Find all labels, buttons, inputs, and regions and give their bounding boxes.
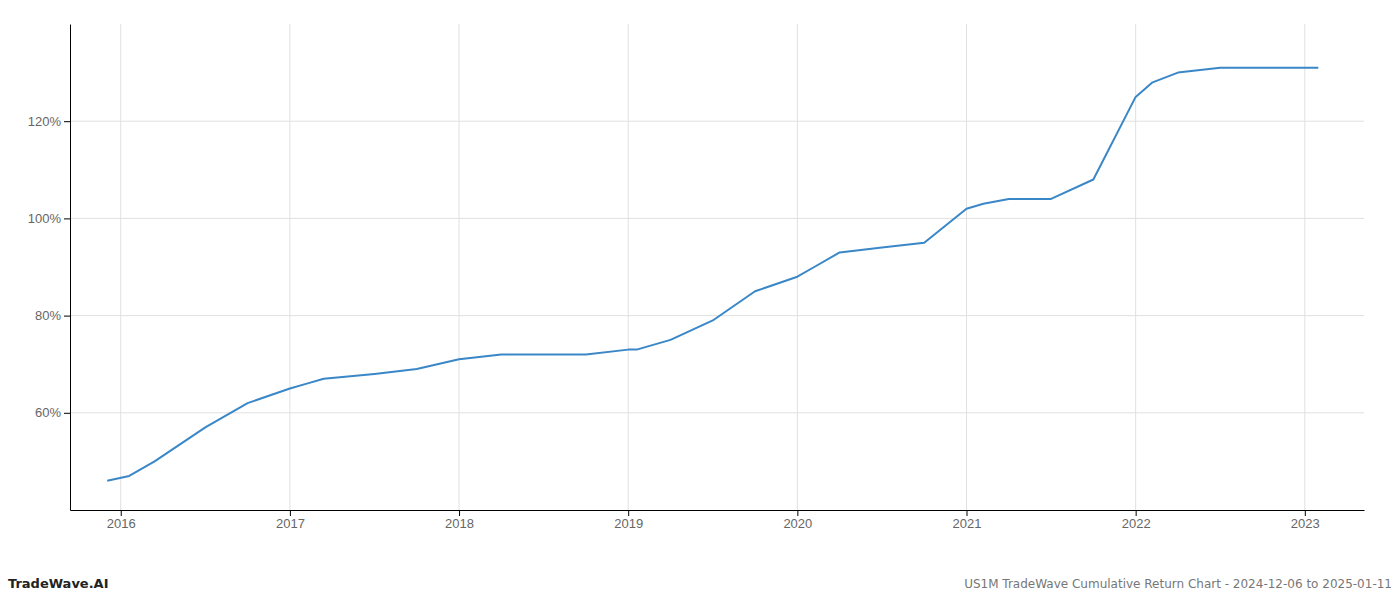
x-tick-label: 2020 bbox=[783, 516, 812, 531]
x-tick: 2021 bbox=[953, 510, 982, 531]
y-tick-label: 80% bbox=[35, 308, 61, 323]
x-tick-label: 2021 bbox=[953, 516, 982, 531]
y-tick-label: 100% bbox=[28, 211, 62, 226]
y-axis: 60% 80% 100% 120% bbox=[28, 25, 71, 511]
grid-line-x bbox=[120, 24, 121, 510]
watermark: TradeWave.AI bbox=[8, 576, 109, 591]
x-tick-label: 2019 bbox=[614, 516, 643, 531]
x-tick-label: 2023 bbox=[1291, 516, 1320, 531]
x-tick: 2019 bbox=[614, 510, 643, 531]
x-tick-mark bbox=[290, 510, 291, 516]
x-tick-label: 2022 bbox=[1122, 516, 1151, 531]
line bbox=[107, 68, 1318, 481]
grid-line-x bbox=[289, 24, 290, 510]
y-tick-mark bbox=[64, 413, 70, 414]
y-tick-mark bbox=[64, 121, 70, 122]
x-tick-mark bbox=[1136, 510, 1137, 516]
x-tick-mark bbox=[966, 510, 967, 516]
x-tick: 2022 bbox=[1122, 510, 1151, 531]
grid-line-y bbox=[70, 315, 1364, 316]
y-axis-line bbox=[70, 25, 71, 511]
x-tick: 2020 bbox=[783, 510, 812, 531]
plot-area: 2016 2017 2018 2019 2020 2021 2022 2023 60% 80% 10… bbox=[28, 24, 1365, 531]
y-tick-mark bbox=[64, 316, 70, 317]
y-tick-label: 120% bbox=[28, 114, 62, 129]
x-tick-mark bbox=[121, 510, 122, 516]
grid-line-x bbox=[459, 24, 460, 510]
x-tick: 2018 bbox=[445, 510, 474, 531]
grid-line-x bbox=[1304, 24, 1305, 510]
x-tick-mark bbox=[628, 510, 629, 516]
x-tick-label: 2017 bbox=[276, 516, 305, 531]
y-tick: 80% bbox=[35, 308, 70, 323]
x-tick-label: 2016 bbox=[107, 516, 136, 531]
y-tick-label: 60% bbox=[35, 405, 61, 420]
y-tick: 60% bbox=[35, 405, 70, 420]
y-tick-mark bbox=[64, 218, 70, 219]
grid-line-x bbox=[628, 24, 629, 510]
y-tick: 120% bbox=[28, 114, 70, 129]
grid-line-y bbox=[70, 218, 1364, 219]
x-axis-line bbox=[71, 510, 1365, 511]
x-tick: 2023 bbox=[1291, 510, 1320, 531]
grid bbox=[70, 24, 1364, 510]
chart-svg: 2016 2017 2018 2019 2020 2021 2022 2023 60% 80% 10… bbox=[0, 0, 1400, 600]
x-tick-mark bbox=[797, 510, 798, 516]
grid-line-x bbox=[797, 24, 798, 510]
x-tick: 2016 bbox=[107, 510, 136, 531]
y-tick: 100% bbox=[28, 211, 70, 226]
grid-line-x bbox=[966, 24, 967, 510]
x-tick-label: 2018 bbox=[445, 516, 474, 531]
title: US1M TradeWave Cumulative Return Chart -… bbox=[964, 577, 1392, 591]
marks bbox=[107, 68, 1318, 481]
x-axis: 2016 2017 2018 2019 2020 2021 2022 2023 bbox=[71, 510, 1365, 531]
grid-line-y bbox=[70, 412, 1364, 413]
grid-line-y bbox=[70, 121, 1364, 122]
x-tick: 2017 bbox=[276, 510, 305, 531]
x-tick-mark bbox=[1305, 510, 1306, 516]
x-tick-mark bbox=[459, 510, 460, 516]
